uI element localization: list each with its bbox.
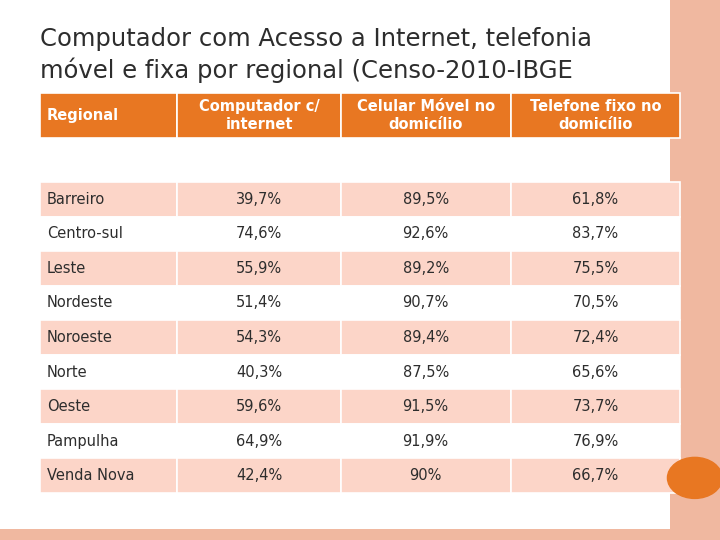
Text: Noroeste: Noroeste bbox=[47, 330, 112, 345]
Text: 90,7%: 90,7% bbox=[402, 295, 449, 310]
Text: 83,7%: 83,7% bbox=[572, 226, 618, 241]
Text: 76,9%: 76,9% bbox=[572, 434, 618, 449]
Text: 59,6%: 59,6% bbox=[236, 399, 282, 414]
Text: Pampulha: Pampulha bbox=[47, 434, 120, 449]
Text: 91,9%: 91,9% bbox=[402, 434, 449, 449]
Text: Computador c/
internet: Computador c/ internet bbox=[199, 99, 320, 132]
Text: 40,3%: 40,3% bbox=[236, 364, 282, 380]
Text: 42,4%: 42,4% bbox=[236, 468, 282, 483]
Text: Celular Móvel no
domicílio: Celular Móvel no domicílio bbox=[356, 99, 495, 132]
Text: Oeste: Oeste bbox=[47, 399, 90, 414]
Text: Norte: Norte bbox=[47, 364, 87, 380]
Text: Computador com Acesso a Internet, telefonia
móvel e fixa por regional (Censo-201: Computador com Acesso a Internet, telefo… bbox=[40, 27, 592, 83]
Text: Venda Nova: Venda Nova bbox=[47, 468, 135, 483]
Text: 61,8%: 61,8% bbox=[572, 192, 618, 207]
Text: 73,7%: 73,7% bbox=[572, 399, 618, 414]
Text: Leste: Leste bbox=[47, 261, 86, 276]
Text: Regional: Regional bbox=[47, 108, 119, 123]
Text: 87,5%: 87,5% bbox=[402, 364, 449, 380]
Text: 72,4%: 72,4% bbox=[572, 330, 618, 345]
Text: 92,6%: 92,6% bbox=[402, 226, 449, 241]
Text: Barreiro: Barreiro bbox=[47, 192, 105, 207]
Text: 65,6%: 65,6% bbox=[572, 364, 618, 380]
Text: 89,5%: 89,5% bbox=[402, 192, 449, 207]
Text: 70,5%: 70,5% bbox=[572, 295, 618, 310]
Text: 89,4%: 89,4% bbox=[402, 330, 449, 345]
Text: 55,9%: 55,9% bbox=[236, 261, 282, 276]
Text: 90%: 90% bbox=[410, 468, 442, 483]
Text: Centro-sul: Centro-sul bbox=[47, 226, 122, 241]
Text: 75,5%: 75,5% bbox=[572, 261, 618, 276]
Text: 91,5%: 91,5% bbox=[402, 399, 449, 414]
Text: Telefone fixo no
domicílio: Telefone fixo no domicílio bbox=[530, 99, 661, 132]
Text: 89,2%: 89,2% bbox=[402, 261, 449, 276]
Text: 39,7%: 39,7% bbox=[236, 192, 282, 207]
Text: 66,7%: 66,7% bbox=[572, 468, 618, 483]
Text: 54,3%: 54,3% bbox=[236, 330, 282, 345]
Text: 64,9%: 64,9% bbox=[236, 434, 282, 449]
Text: 74,6%: 74,6% bbox=[236, 226, 282, 241]
Text: 51,4%: 51,4% bbox=[236, 295, 282, 310]
Text: Nordeste: Nordeste bbox=[47, 295, 113, 310]
